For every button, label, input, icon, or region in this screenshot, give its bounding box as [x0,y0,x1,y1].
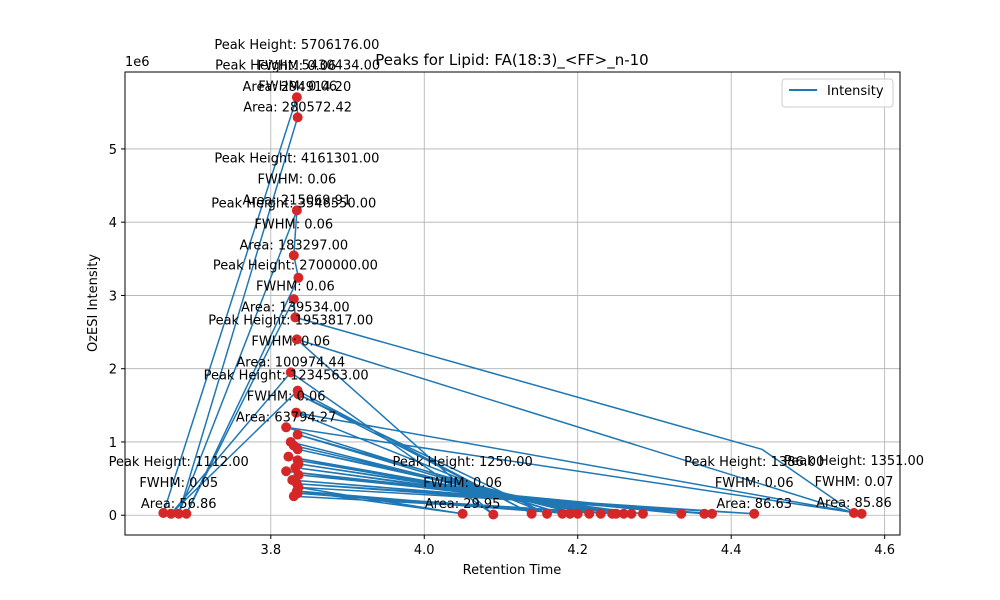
peak-marker [676,508,687,519]
peak-markers [158,92,867,520]
peak-marker [281,422,292,433]
peak-annotation-text: FWHM: 0.06 [251,334,330,349]
peak-annotation-text: Area: 294914.20 [243,80,352,95]
peak-marker [288,491,299,502]
peak-annotation-text: Peak Height: 5706176.00 [214,38,379,53]
x-tick-label: 4.0 [414,543,435,558]
peak-marker [290,312,301,323]
peak-marker [292,429,303,440]
peak-annotation-text: Area: 100974.44 [236,355,345,370]
legend-box [781,78,894,108]
y-tick-label: 0 [109,509,117,524]
peak-annotation-text: Area: 86.63 [716,497,792,512]
peak-marker [181,508,192,519]
peak-marker [457,508,468,519]
peak-marker [285,367,296,378]
peak-annotation-text: Area: 183297.00 [239,238,348,253]
legend: Intensity [781,78,894,108]
peak-annotation-text: FWHM: 0.06 [257,172,336,187]
peak-marker [637,508,648,519]
peak-marker [293,389,304,400]
peak-annotation-text: Peak Height: 1953817.00 [208,313,373,328]
peak-marker [291,407,302,418]
peak-annotation-text: Peak Height: 2700000.00 [213,258,378,273]
peak-marker [488,509,499,520]
peak-marker [856,508,867,519]
peak-annotation-text: FWHM: 0.05 [139,476,218,491]
peak-marker [749,508,760,519]
peak-marker [584,508,595,519]
y-axis-ticks: 0 1 2 3 4 5 [109,143,125,524]
peak-annotation-text: Peak Height: 5430434.00 [215,58,380,73]
y-tick-label: 3 [109,289,117,304]
y-tick-label: 2 [109,363,117,378]
peak-marker [288,250,299,261]
x-tick-label: 4.2 [567,543,588,558]
x-axis-label: Retention Time [463,563,562,578]
peak-annotation-text: Peak Height: 4161301.00 [214,151,379,166]
peak-marker [626,508,637,519]
peak-annotation-text: FWHM: 0.06 [258,79,337,94]
peak-annotation-text: Peak Height: 1250.00 [392,455,532,470]
legend-entry-intensity: Intensity [827,84,884,99]
peak-marker [291,205,302,216]
x-tick-label: 3.8 [260,543,281,558]
peak-marker [291,92,302,103]
peak-annotation-text: Area: 280572.42 [243,100,352,115]
peak-annotation-text: FWHM: 0.06 [257,59,336,74]
peak-annotation-text: Area: 63794.27 [236,410,336,425]
peak-annotation-text: Area: 29.95 [425,497,501,512]
y-tick-label: 1 [109,436,117,451]
x-tick-label: 4.6 [874,543,895,558]
peak-annotation-text: Peak Height: 3546550.00 [211,196,376,211]
x-tick-label: 4.4 [721,543,742,558]
peak-annotation-text: Peak Height: 1234563.00 [204,368,369,383]
plot-frame [124,71,901,536]
grid-lines [125,72,900,535]
peak-marker [291,334,302,345]
peak-marker [572,508,583,519]
peak-marker [283,451,294,462]
peak-annotation-text: FWHM: 0.06 [247,389,326,404]
peak-annotation-text: Area: 139534.00 [241,300,350,315]
chart-title: Peaks for Lipid: FA(18:3)_<FF>_n-10 [375,51,648,70]
peak-marker [542,508,553,519]
peak-annotation-text: Area: 85.86 [816,496,892,511]
peak-annotation-text: FWHM: 0.07 [815,475,894,490]
peak-marker [595,508,606,519]
peak-annotation-text: Area: 56.86 [141,497,217,512]
peak-marker [292,112,303,123]
peak-annotation-text: Peak Height: 1112.00 [109,455,249,470]
peak-marker [707,508,718,519]
peak-annotation-text: Area: 215069.91 [243,193,352,208]
peak-annotation-text: FWHM: 0.06 [254,217,333,232]
peak-annotation-text: Peak Height: 1386.00 [684,455,824,470]
peak-marker [526,508,537,519]
peak-annotation-text: FWHM: 0.06 [423,476,502,491]
peak-marker [292,444,303,455]
peak-marker [288,294,299,305]
x-axis-ticks: 3.8 4.0 4.2 4.4 4.6 [260,535,895,558]
peak-annotation-text: FWHM: 0.06 [715,476,794,491]
y-axis-offset-label: 1e6 [125,55,150,70]
peak-annotation-text: FWHM: 0.06 [256,279,335,294]
y-tick-label: 5 [109,143,117,158]
peak-marker [293,272,304,283]
y-axis-label: OzESI Intensity [86,254,101,352]
peak-marker [281,466,292,477]
peak-annotation-text: Peak Height: 1351.00 [784,454,924,469]
y-tick-label: 4 [109,216,117,231]
